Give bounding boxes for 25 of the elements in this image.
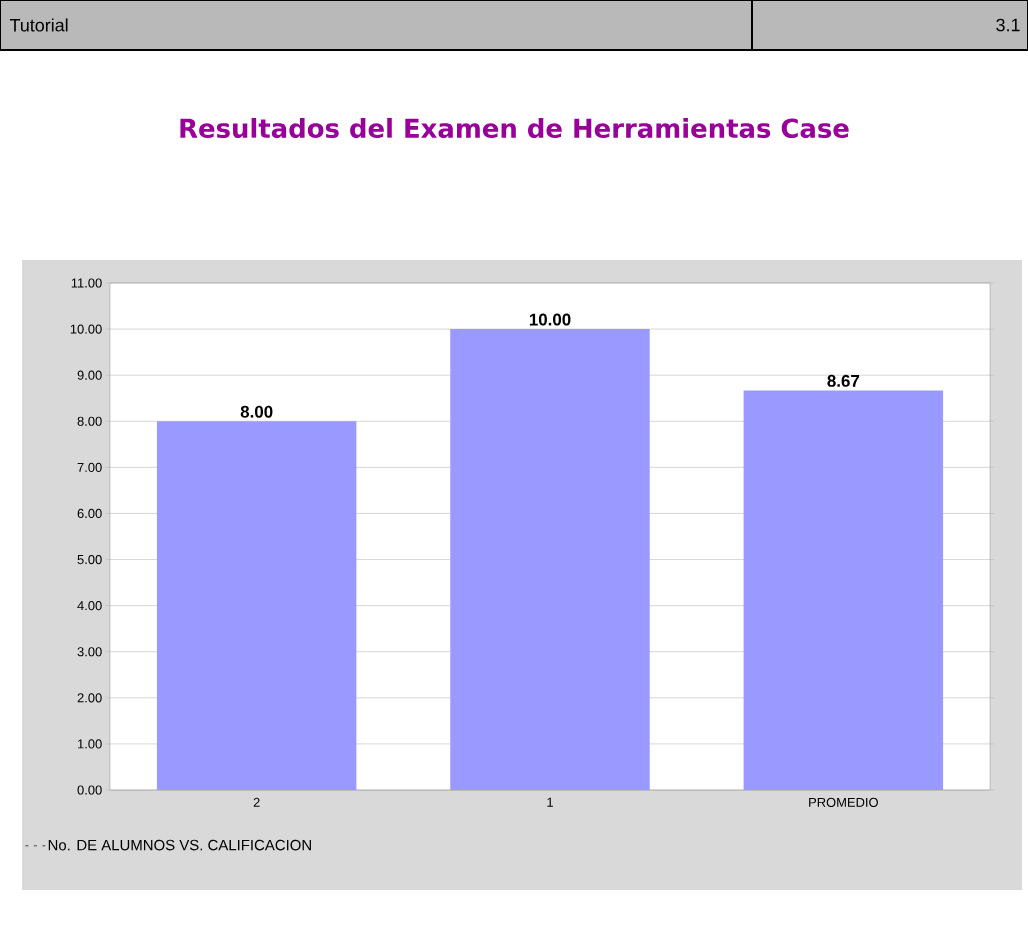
chart-title: Resultados del Examen de Herramientas Case <box>180 117 849 139</box>
x-tick-label: 1 <box>547 797 553 807</box>
x-tick-label: 2 <box>253 797 260 807</box>
data-label: 8.67 <box>827 374 860 387</box>
y-tick-label: 6.00 <box>77 508 102 519</box>
data-label: 8.00 <box>240 405 273 418</box>
y-tick-label: 1.00 <box>78 739 102 749</box>
y-tick-label: 10.00 <box>70 324 102 334</box>
data-label: 10.00 <box>529 313 571 326</box>
y-tick-label: 3.00 <box>77 647 102 657</box>
text: 3.1 <box>996 18 1020 32</box>
text: Tutorial <box>9 18 68 32</box>
x-tick-label: PROMEDIO <box>809 797 878 807</box>
y-tick-label: 2.00 <box>77 693 102 703</box>
text: No. DE ALUMNOS VS. CALIFICACION <box>48 839 311 851</box>
bar <box>156 421 357 790</box>
bar <box>743 390 944 790</box>
y-tick-label: 0.00 <box>77 785 102 795</box>
y-tick-label: 4.00 <box>77 601 102 611</box>
y-tick-label: 9.00 <box>77 370 102 380</box>
bar <box>450 329 650 790</box>
y-tick-label: 11.00 <box>71 278 102 288</box>
y-tick-label: 8.00 <box>77 416 102 426</box>
y-tick-label: 5.00 <box>77 554 102 565</box>
y-tick-label: 7.00 <box>77 462 102 472</box>
